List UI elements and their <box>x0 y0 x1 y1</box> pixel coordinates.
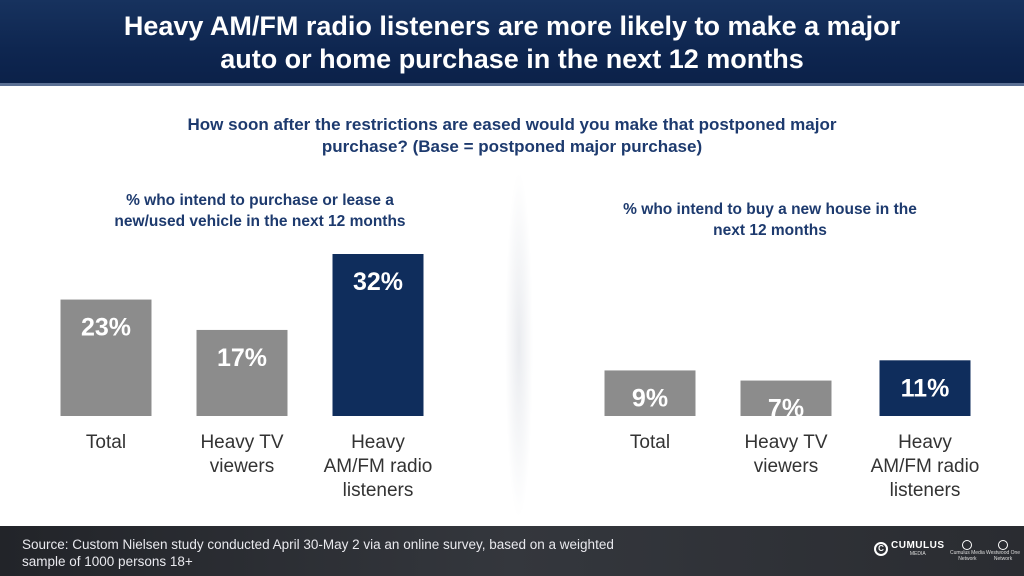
house-category-label-1: Total <box>630 432 670 453</box>
cumulus-logo-icon: C <box>874 541 888 556</box>
house-category-label-3-line-3: listeners <box>890 480 961 501</box>
header-banner: Heavy AM/FM radio listeners are more lik… <box>0 0 1024 86</box>
footer-bar <box>0 526 1024 576</box>
survey-question-line1: How soon after the restrictions are ease… <box>187 115 837 134</box>
vehicle-bar-2 <box>196 329 288 416</box>
panel-divider <box>505 170 533 520</box>
vehicle-chart-title: % who intend to purchase or lease a new/… <box>60 190 460 232</box>
house-value-label-1: 9% <box>632 384 668 412</box>
vehicle-category-label-3-line-3: listeners <box>343 480 414 501</box>
vehicle-category-label-3-line-1: Heavy <box>351 432 405 453</box>
vehicle-value-label-1: 23% <box>81 314 131 342</box>
house-bar-3 <box>879 360 971 416</box>
house-category-label-1-line-1: Total <box>630 432 670 453</box>
page-title: Heavy AM/FM radio listeners are more lik… <box>0 10 1024 76</box>
vehicle-value-label-2: 17% <box>217 344 267 372</box>
house-value-label-3: 11% <box>901 374 950 402</box>
page-title-line1: Heavy AM/FM radio listeners are more lik… <box>123 11 901 41</box>
house-bar-2 <box>740 380 832 416</box>
network-logo-one: Cumulus Media Network <box>950 540 985 562</box>
vehicle-bar-3 <box>332 254 424 416</box>
vehicle-category-label-3: Heavy AM/FM radio listeners <box>324 432 433 501</box>
source-note-line2: sample of 1000 persons 18+ <box>22 554 193 569</box>
cumulus-logo-subtext: MEDIA <box>909 551 926 557</box>
vehicle-category-label-1-line-1: Total <box>86 432 126 453</box>
source-note-line1: Source: Custom Nielsen study conducted A… <box>22 537 614 552</box>
network-logo-two: Westwood One Network <box>986 540 1020 562</box>
vehicle-category-label-3-line-2: AM/FM radio <box>324 456 433 477</box>
house-category-label-2-line-1: Heavy TV <box>744 432 827 453</box>
survey-question-line2: purchase? (Base = postponed major purcha… <box>321 137 703 156</box>
house-chart-title-line1: % who intend to buy a new house in the <box>623 201 917 218</box>
house-chart-title-line2: next 12 months <box>713 222 827 239</box>
survey-question: How soon after the restrictions are ease… <box>130 114 894 158</box>
cumulus-logo-text: CUMULUS <box>891 540 945 551</box>
vehicle-value-label-3: 32% <box>353 268 403 296</box>
cumulus-media-logo: C CUMULUS MEDIA <box>874 540 945 557</box>
page-title-line2: auto or home purchase in the next 12 mon… <box>220 44 804 74</box>
network-one-icon <box>962 540 973 550</box>
house-value-label-2: 7% <box>768 395 804 423</box>
network-two-line2: Network <box>993 556 1013 562</box>
network-two-line1: Westwood One <box>986 550 1021 556</box>
network-one-line1: Cumulus Media <box>950 550 985 556</box>
house-bar-1 <box>604 370 696 416</box>
source-note: Source: Custom Nielsen study conducted A… <box>22 536 722 570</box>
network-one-line2: Network <box>958 556 977 562</box>
house-category-label-2: Heavy TV viewers <box>744 432 827 477</box>
vehicle-category-label-2-line-2: viewers <box>210 456 274 477</box>
house-chart-title: % who intend to buy a new house in the n… <box>570 199 970 241</box>
bar-charts: 23% Total 17% Heavy TV viewers 32% Heavy AM/FM … <box>60 254 980 501</box>
house-category-label-3-line-2: AM/FM radio <box>871 456 980 477</box>
vehicle-chart-title-line1: % who intend to purchase or lease a <box>126 192 394 209</box>
vehicle-bar-1 <box>60 299 152 416</box>
network-two-icon <box>998 540 1009 550</box>
vehicle-chart-title-line2: new/used vehicle in the next 12 months <box>114 213 406 230</box>
vehicle-category-label-2: Heavy TV viewers <box>200 432 283 477</box>
house-category-label-2-line-2: viewers <box>754 456 818 477</box>
house-category-label-3: Heavy AM/FM radio listeners <box>871 432 980 501</box>
vehicle-category-label-1: Total <box>86 432 126 453</box>
house-category-label-3-line-1: Heavy <box>898 432 952 453</box>
vehicle-category-label-2-line-1: Heavy TV <box>200 432 283 453</box>
